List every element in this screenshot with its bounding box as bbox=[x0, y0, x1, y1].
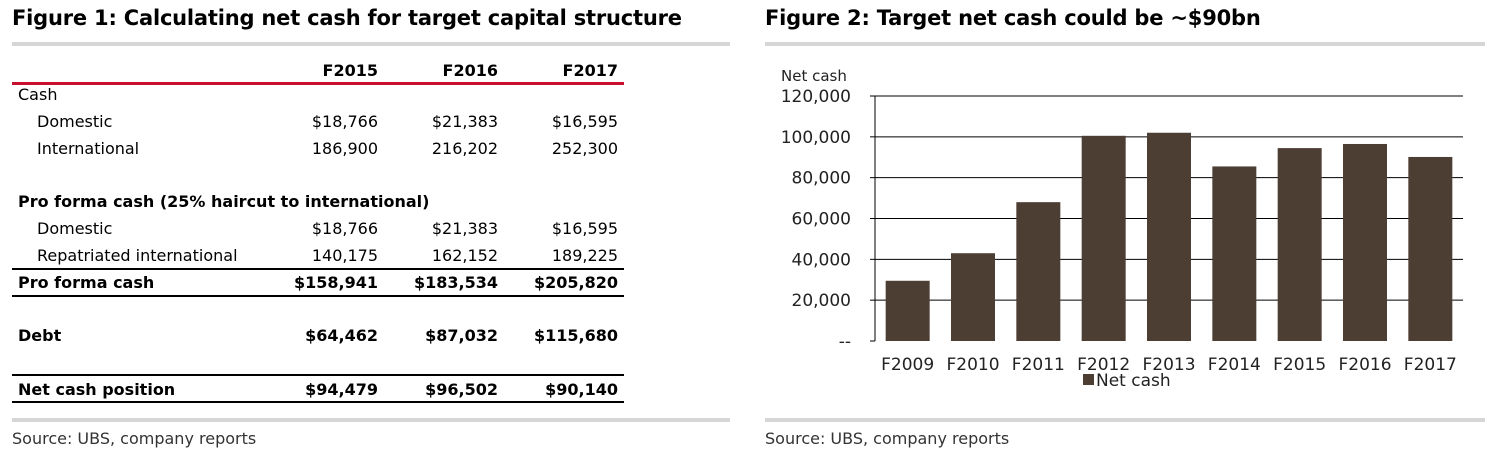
table-row: Domestic $18,766 $21,383 $16,595 bbox=[12, 112, 624, 138]
table-cell: $18,766 bbox=[311, 112, 378, 131]
table-rule bbox=[12, 374, 624, 376]
row-label: Net cash position bbox=[18, 380, 176, 399]
table-cell: 252,300 bbox=[551, 139, 618, 158]
bar-f2012 bbox=[1081, 135, 1126, 341]
bar-f2017 bbox=[1408, 156, 1453, 341]
x-tick-label: F2016 bbox=[1338, 355, 1391, 375]
table-row: Domestic $18,766 $21,383 $16,595 bbox=[12, 219, 624, 245]
x-tick-label: F2011 bbox=[1012, 355, 1065, 375]
row-label: Pro forma cash bbox=[18, 273, 155, 292]
y-tick-label: -- bbox=[839, 332, 851, 352]
x-tick-label: F2014 bbox=[1208, 355, 1261, 375]
column-header: F2016 bbox=[442, 61, 498, 80]
table-cell: $205,820 bbox=[533, 273, 618, 292]
row-label: International bbox=[37, 139, 140, 158]
bar-f2009 bbox=[885, 280, 930, 341]
y-tick-label: 120,000 bbox=[781, 87, 851, 107]
row-label: Domestic bbox=[37, 219, 113, 238]
bars bbox=[885, 132, 1453, 341]
row-label: Pro forma cash (25% haircut to internati… bbox=[18, 192, 430, 211]
net-cash-bar-chart: Net cash -- 20,000 40,000 60,000 80,000 100,0… bbox=[781, 67, 1463, 391]
row-label: Cash bbox=[18, 85, 58, 104]
y-tick-label: 80,000 bbox=[792, 169, 851, 189]
table-cell: $183,534 bbox=[413, 273, 498, 292]
table-cell: $21,383 bbox=[431, 219, 498, 238]
table-rule bbox=[12, 401, 624, 403]
table-cell: $96,502 bbox=[425, 380, 498, 399]
header-red-rule bbox=[12, 82, 624, 85]
table-cell: $16,595 bbox=[551, 219, 618, 238]
figure1-title-rule bbox=[12, 42, 730, 46]
row-label: Debt bbox=[18, 326, 62, 345]
table-row: International 186,900 216,202 252,300 bbox=[12, 139, 624, 165]
table-row: Net cash position $94,479 $96,502 $90,140 bbox=[12, 380, 624, 406]
x-tick-label: F2017 bbox=[1404, 355, 1457, 375]
y-axis-label: Net cash bbox=[781, 67, 847, 85]
table-rule bbox=[12, 295, 624, 297]
bar-f2010 bbox=[951, 253, 995, 341]
table-cell: $64,462 bbox=[305, 326, 378, 345]
table-cell: $21,383 bbox=[431, 112, 498, 131]
table-cell: $115,680 bbox=[533, 326, 618, 345]
bar-f2015 bbox=[1277, 148, 1322, 341]
table-row: Pro forma cash (25% haircut to internati… bbox=[12, 192, 624, 218]
table-cell: $90,140 bbox=[545, 380, 618, 399]
y-tick-label: 60,000 bbox=[792, 210, 851, 230]
figure2-bottom-rule bbox=[765, 418, 1485, 422]
table-row: Debt $64,462 $87,032 $115,680 bbox=[12, 326, 624, 352]
y-axis-ticks: -- 20,000 40,000 60,000 80,000 100,000 120,000 bbox=[781, 87, 875, 352]
x-tick-label: F2013 bbox=[1142, 355, 1195, 375]
y-tick-label: 40,000 bbox=[792, 250, 851, 270]
table-cell: $16,595 bbox=[551, 112, 618, 131]
figure1-source: Source: UBS, company reports bbox=[12, 429, 257, 448]
table-cell: $158,941 bbox=[293, 273, 378, 292]
table-row: Pro forma cash $158,941 $183,534 $205,820 bbox=[12, 273, 624, 299]
table-cell: 216,202 bbox=[431, 139, 498, 158]
bar-f2013 bbox=[1147, 132, 1191, 341]
column-header: F2017 bbox=[562, 61, 618, 80]
y-tick-label: 20,000 bbox=[792, 291, 851, 311]
x-tick-label: F2015 bbox=[1273, 355, 1326, 375]
x-tick-label: F2012 bbox=[1077, 355, 1130, 375]
x-axis-ticks: F2009 F2010 F2011 F2012 F2013 F2014 F2015 F2016… bbox=[881, 355, 1457, 375]
figure1-title: Figure 1: Calculating net cash for targe… bbox=[12, 6, 682, 30]
x-tick-label: F2009 bbox=[881, 355, 934, 375]
row-label: Domestic bbox=[37, 112, 113, 131]
y-tick-label: 100,000 bbox=[781, 128, 851, 148]
legend-swatch bbox=[1083, 374, 1094, 385]
legend-label: Net cash bbox=[1096, 371, 1171, 391]
bar-f2011 bbox=[1016, 202, 1061, 341]
table-cell: 189,225 bbox=[551, 246, 618, 265]
table-cell: $94,479 bbox=[305, 380, 378, 399]
table-row: Repatriated international 140,175 162,152 1… bbox=[12, 246, 624, 272]
table-cell: $87,032 bbox=[425, 326, 498, 345]
figure1-bottom-rule bbox=[12, 418, 730, 422]
x-tick-label: F2010 bbox=[946, 355, 999, 375]
table-cell: $18,766 bbox=[311, 219, 378, 238]
table-cell: 186,900 bbox=[311, 139, 378, 158]
bar-f2016 bbox=[1343, 143, 1387, 341]
table-rule bbox=[12, 268, 624, 270]
figure2-title: Figure 2: Target net cash could be ~$90b… bbox=[765, 6, 1261, 30]
table-cell: 162,152 bbox=[431, 246, 498, 265]
table-cell: 140,175 bbox=[311, 246, 378, 265]
table-row: Cash bbox=[12, 85, 624, 111]
legend: Net cash bbox=[1083, 371, 1171, 391]
row-label: Repatriated international bbox=[37, 246, 238, 265]
figure2-source: Source: UBS, company reports bbox=[765, 429, 1010, 448]
figure2-title-rule bbox=[765, 42, 1485, 46]
table-header-row: F2015 F2016 F2017 bbox=[12, 61, 624, 87]
bar-f2014 bbox=[1212, 166, 1257, 341]
column-header: F2015 bbox=[322, 61, 378, 80]
